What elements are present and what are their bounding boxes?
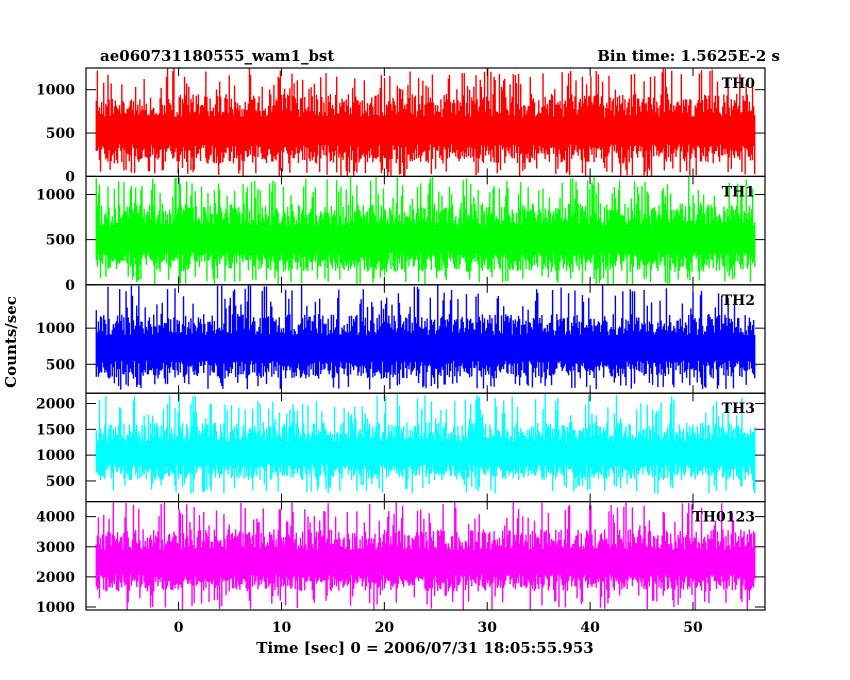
y-tick-label: 2000 [36, 397, 75, 413]
y-tick-label: 0 [65, 278, 75, 294]
title-left: ae060731180555_wam1_bst [100, 47, 334, 65]
x-tick-label: 20 [375, 620, 395, 636]
panel-label-th1: TH1 [722, 184, 755, 200]
x-tick-label: 30 [477, 620, 497, 636]
title-right: Bin time: 1.5625E-2 s [597, 47, 780, 65]
y-tick-label: 0 [65, 169, 75, 185]
panel-frame-th0123 [85, 501, 766, 611]
y-tick-label: 1000 [36, 321, 75, 337]
x-axis-label: Time [sec] 0 = 2006/07/31 18:05:55.953 [256, 639, 593, 657]
y-tick-label: 1000 [36, 187, 75, 203]
y-tick-label: 500 [46, 233, 75, 249]
panel-label-th0: TH0 [722, 76, 756, 92]
y-tick-label: 1500 [36, 422, 75, 438]
series-th2-trace [95, 285, 756, 390]
y-axis-label: Counts/sec [2, 296, 20, 388]
series-th0123-trace [95, 501, 756, 610]
y-tick-label: 2000 [36, 570, 75, 586]
x-tick-label: 10 [272, 620, 292, 636]
y-tick-label: 3000 [36, 540, 75, 556]
panel-label-th3: TH3 [722, 401, 755, 417]
panel-label-th0123: TH0123 [692, 510, 755, 526]
x-tick-label: 40 [580, 620, 600, 636]
x-tick-label: 50 [683, 620, 703, 636]
y-tick-label: 500 [46, 474, 75, 490]
y-tick-label: 500 [46, 357, 75, 373]
panel-label-th2: TH2 [722, 293, 755, 309]
y-tick-label: 4000 [36, 510, 75, 526]
x-tick-label: 0 [174, 620, 184, 636]
series-th1-trace [95, 176, 756, 285]
y-tick-label: 1000 [36, 448, 75, 464]
y-tick-label: 1000 [36, 600, 75, 616]
y-tick-label: 500 [46, 126, 75, 142]
series-th0-trace [95, 68, 756, 177]
series-th3-trace [95, 393, 756, 494]
y-tick-label: 1000 [36, 83, 75, 99]
